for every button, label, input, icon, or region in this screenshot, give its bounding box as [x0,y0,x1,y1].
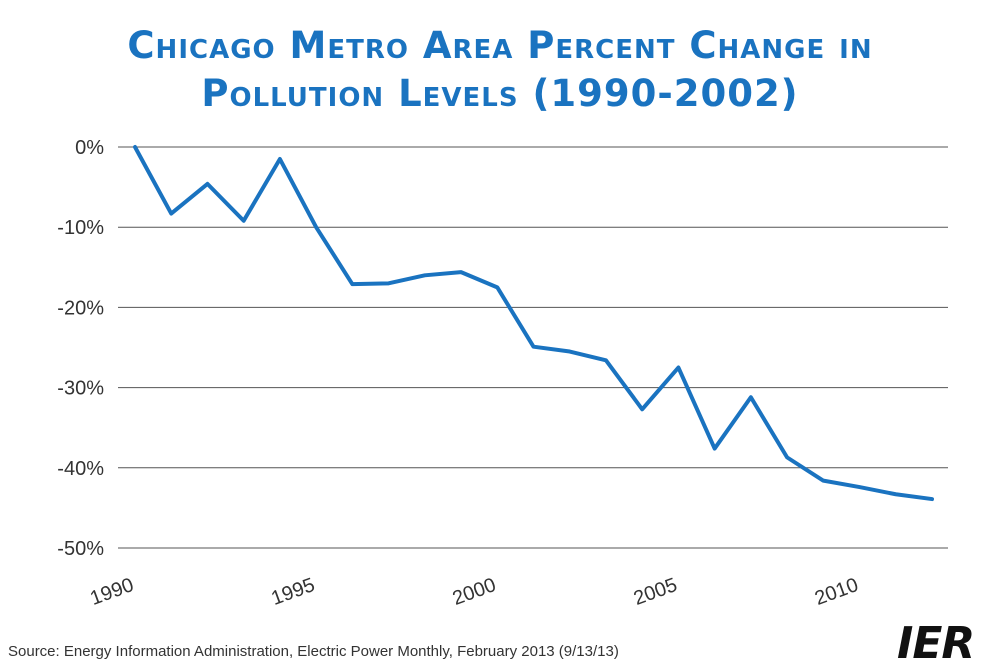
y-tick-label: -40% [57,458,104,480]
data-point [749,395,753,399]
data-point [423,273,427,277]
series-line [133,145,934,502]
x-tick-label: 2000 [450,574,499,610]
data-point [640,407,644,411]
data-point [785,455,789,459]
x-tick-label: 2005 [631,574,680,610]
data-point [858,485,862,489]
data-point [350,282,354,286]
chart-title-line-2: Pollution Levels (1990-2002) [201,72,799,115]
data-point [278,157,282,161]
data-point [459,270,463,274]
data-point [242,219,246,223]
data-point [532,345,536,349]
y-tick-label: 0% [75,137,104,159]
y-tick-label: -20% [57,297,104,319]
y-tick-label: -50% [57,538,104,560]
data-point [930,497,934,501]
data-point [133,145,137,149]
data-point [495,285,499,289]
data-point [821,479,825,483]
source-note: Source: Energy Information Administratio… [8,643,619,660]
x-tick-label: 2010 [812,574,861,610]
data-point [894,492,898,496]
data-point [387,281,391,285]
data-point [169,212,173,216]
chart-title: Chicago Metro Area Percent Change in Pol… [0,22,1000,118]
ier-logo: IER [897,618,975,669]
data-point [713,447,717,451]
data-point [314,225,318,229]
y-tick-label: -10% [57,217,104,239]
x-tick-label: 1990 [87,574,136,610]
data-point [676,366,680,370]
data-point [568,350,572,354]
data-point [205,182,209,186]
data-point [604,358,608,362]
chart-title-line-1: Chicago Metro Area Percent Change in [127,24,873,67]
y-tick-label: -30% [57,378,104,400]
x-tick-label: 1995 [269,574,318,610]
